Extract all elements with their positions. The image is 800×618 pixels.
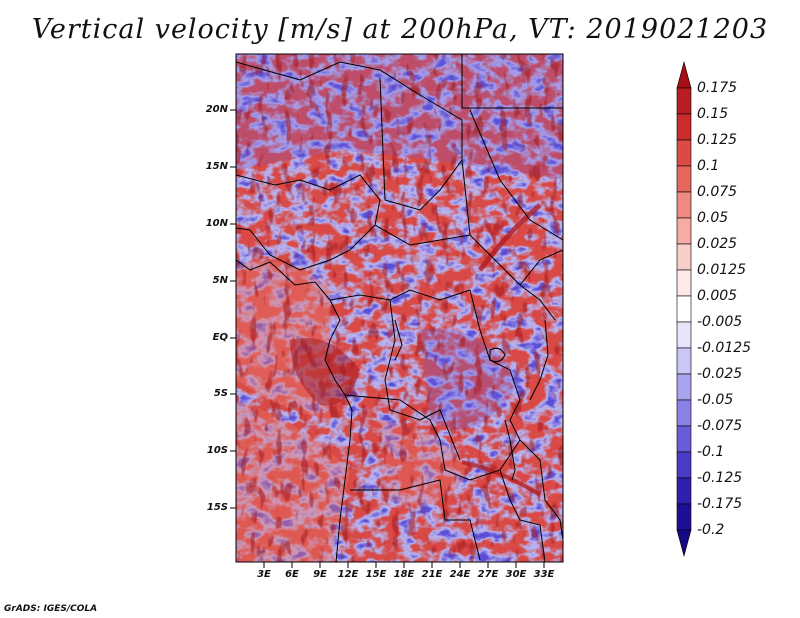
car-sudan-border bbox=[374, 224, 556, 321]
colorbar-label: 0.15 bbox=[697, 106, 729, 122]
colorbar-swatch bbox=[676, 217, 692, 245]
lon-label-12e: 12E bbox=[337, 569, 359, 580]
ethiopia-border bbox=[519, 249, 563, 286]
colorbar-label: -0.025 bbox=[697, 366, 743, 382]
colorbar-label: -0.0125 bbox=[697, 340, 752, 356]
drc-border bbox=[384, 299, 461, 461]
colorbar-label: 0.025 bbox=[697, 236, 738, 252]
lat-label-10s: 10S bbox=[206, 445, 228, 456]
colorbar-swatch bbox=[676, 139, 692, 167]
political-boundaries bbox=[236, 54, 563, 562]
lon-label-6e: 6E bbox=[285, 569, 299, 580]
lon-label-3e: 3E bbox=[257, 569, 271, 580]
lon-label-18e: 18E bbox=[393, 569, 415, 580]
nile-sudan-border bbox=[469, 109, 563, 241]
colorbar-swatch bbox=[676, 451, 692, 479]
colorbar-swatch bbox=[676, 87, 692, 115]
map-title: Vertical velocity [m/s] at 200hPa, VT: 2… bbox=[31, 14, 769, 45]
colorbar-bottom-arrow bbox=[676, 529, 692, 558]
axis-ticks bbox=[230, 109, 545, 568]
cameroon-congo-border bbox=[329, 289, 471, 301]
lon-label-24e: 24E bbox=[449, 569, 471, 580]
colorbar-label: -0.005 bbox=[697, 314, 743, 330]
colorbar-label: -0.175 bbox=[697, 496, 743, 512]
zimbabwe-border bbox=[499, 469, 546, 562]
vertical-velocity-field bbox=[236, 54, 563, 562]
lat-label-5s: 5S bbox=[213, 388, 228, 399]
map-frame bbox=[235, 53, 564, 563]
lat-label-5n: 5N bbox=[212, 275, 228, 286]
ascent-streak-ethiopia bbox=[478, 203, 542, 272]
colorbar-label: -0.125 bbox=[697, 470, 743, 486]
nigeria-border bbox=[236, 224, 376, 271]
libya-border bbox=[236, 61, 471, 236]
colorbar-swatch bbox=[676, 425, 692, 453]
colorbar-label: -0.1 bbox=[697, 444, 725, 460]
colorbar-top-arrow bbox=[676, 60, 692, 89]
colorbar-swatch bbox=[676, 503, 692, 531]
lake-tanganyika bbox=[394, 319, 403, 361]
lat-label-20n: 20N bbox=[205, 104, 228, 115]
angola-zambia-border bbox=[344, 394, 521, 481]
lat-label-eq: EQ bbox=[212, 332, 228, 343]
colorbar-swatch bbox=[676, 113, 692, 141]
lake-victoria bbox=[489, 347, 506, 363]
colorbar-swatch bbox=[676, 165, 692, 193]
lon-label-9e: 9E bbox=[313, 569, 327, 580]
colorbar-label: 0.1 bbox=[697, 158, 720, 174]
colorbar-swatch bbox=[676, 373, 692, 401]
colorbar-label: -0.2 bbox=[697, 522, 725, 538]
lat-label-15n: 15N bbox=[205, 161, 228, 172]
chad-border bbox=[379, 77, 463, 211]
colorbar-label: 0.005 bbox=[697, 288, 738, 304]
lat-label-15s: 15S bbox=[206, 502, 228, 513]
egypt-border bbox=[461, 54, 563, 109]
lon-label-21e: 21E bbox=[421, 569, 443, 580]
lat-label-10n: 10N bbox=[205, 218, 228, 229]
colorbar-swatch bbox=[676, 295, 692, 323]
colorbar bbox=[676, 60, 692, 558]
lake-malawi bbox=[504, 419, 516, 481]
namibia-botswana-border bbox=[350, 479, 481, 561]
colorbar-swatch bbox=[676, 321, 692, 349]
guinea-gulf-coast bbox=[236, 259, 331, 301]
mozambique-border bbox=[519, 439, 563, 541]
lon-label-15e: 15E bbox=[365, 569, 387, 580]
colorbar-label: 0.175 bbox=[697, 80, 738, 96]
colorbar-label: -0.075 bbox=[697, 418, 743, 434]
east-coastline bbox=[529, 319, 549, 401]
lon-label-30e: 30E bbox=[505, 569, 527, 580]
colorbar-swatch bbox=[676, 477, 692, 505]
colorbar-swatch bbox=[676, 191, 692, 219]
colorbar-label: 0.075 bbox=[697, 184, 738, 200]
ascent-streak-mozambique bbox=[461, 460, 542, 497]
grads-credit: GrADS: IGES/COLA bbox=[4, 604, 98, 614]
sahel-border bbox=[236, 174, 381, 226]
colorbar-swatch bbox=[676, 347, 692, 375]
lon-label-33e: 33E bbox=[533, 569, 555, 580]
colorbar-label: 0.0125 bbox=[697, 262, 746, 278]
colorbar-label: -0.05 bbox=[697, 392, 734, 408]
colorbar-swatch bbox=[676, 269, 692, 297]
lon-label-27e: 27E bbox=[477, 569, 499, 580]
east-africa-border bbox=[469, 289, 521, 441]
colorbar-label: 0.125 bbox=[697, 132, 738, 148]
colorbar-swatch bbox=[676, 243, 692, 271]
colorbar-label: 0.05 bbox=[697, 210, 729, 226]
colorbar-swatch bbox=[676, 399, 692, 427]
